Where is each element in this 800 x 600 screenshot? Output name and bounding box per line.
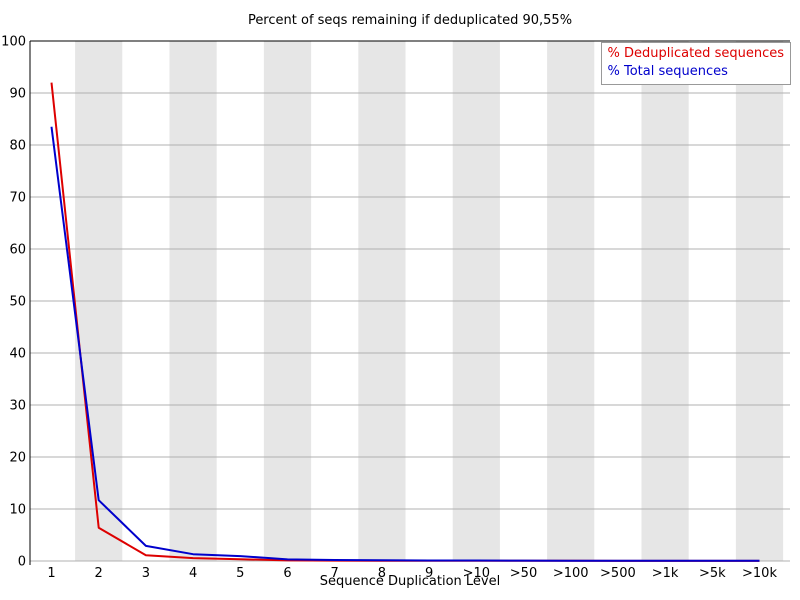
- legend-item-0: % Deduplicated sequences: [607, 46, 784, 61]
- x-tick-label: 7: [331, 566, 339, 581]
- x-tick-label: 2: [95, 566, 103, 581]
- x-tick-label: >500: [600, 566, 636, 581]
- x-tick-label: >100: [553, 566, 589, 581]
- y-tick-label: 50: [9, 295, 26, 310]
- y-tick-label: 70: [9, 191, 26, 206]
- x-tick-label: >5k: [699, 566, 726, 581]
- series-line-1: [50, 126, 760, 562]
- x-tick-label: 8: [378, 566, 386, 581]
- x-tick-label: 3: [142, 566, 150, 581]
- chart-title: Percent of seqs remaining if deduplicate…: [247, 13, 573, 28]
- y-tick-label: 80: [9, 139, 26, 154]
- y-tick-label: 60: [9, 243, 26, 258]
- y-tick-label: 90: [9, 87, 26, 102]
- x-axis-title: Sequence Duplication Level: [319, 574, 501, 589]
- y-tick-label: 30: [9, 399, 26, 414]
- legend-item-1: % Total sequences: [607, 64, 728, 79]
- y-tick-labels: 0 10 20 30 40 50 60 70 80 90 100: [1, 35, 26, 570]
- y-tick-label: 10: [9, 503, 26, 518]
- x-tick-label: 4: [189, 566, 197, 581]
- x-tick-label: 6: [283, 566, 291, 581]
- x-tick-label: 9: [425, 566, 433, 581]
- y-tick-label: 100: [1, 35, 26, 50]
- x-tick-label: 5: [236, 566, 244, 581]
- y-tick-label: 20: [9, 451, 26, 466]
- x-tick-label: >1k: [652, 566, 679, 581]
- x-tick-label: >10k: [742, 566, 777, 581]
- x-tick-label: 1: [47, 566, 55, 581]
- x-tick-labels: 1 2 3 4 5 6 7 8 9 >10 >50 >100 >500 >1k >5k >10k: [47, 566, 777, 581]
- y-tick-label: 40: [9, 347, 26, 362]
- y-tick-label: 0: [18, 555, 26, 570]
- x-tick-label: >10: [463, 566, 490, 581]
- x-tick-label: >50: [510, 566, 537, 581]
- legend: % Deduplicated sequences % Total sequence…: [600, 42, 791, 85]
